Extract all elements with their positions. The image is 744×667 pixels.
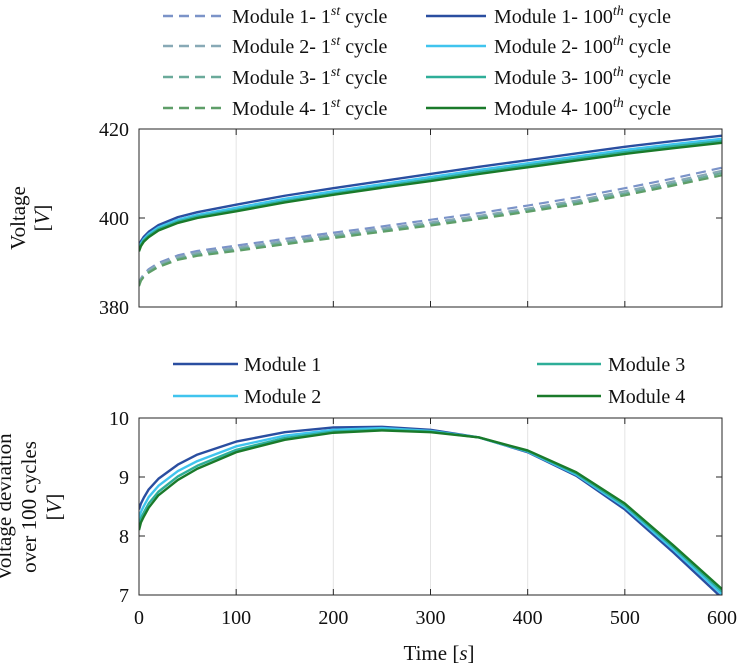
legend-label: Module 2- 100th cycle [494,34,671,58]
legend-label: Module 3- 100th cycle [494,65,671,89]
y-tick-label: 10 [109,408,129,430]
legend-label: Module 3- 1st cycle [232,65,388,89]
legend-label: Module 4- 100th cycle [494,96,671,120]
series-line-module-2-100th-cycle [139,137,722,250]
legend-label: Module 1 [244,354,321,376]
legend-label: Module 1- 100th cycle [494,4,671,28]
plot-top: 380 400 420 Voltage[V] [6,119,723,319]
legend-entry: Module 3 [537,354,685,376]
legend-label: Module 4 [608,386,685,408]
legend-entry: Module 2- 1st cycle [163,34,388,58]
legend-label: Module 2- 1st cycle [232,34,388,58]
x-tick-label: 200 [318,607,348,629]
x-tick-label: 500 [610,607,640,629]
y-tick-label: 420 [99,119,129,141]
x-tick-label: 100 [221,607,251,629]
legend-entry: Module 4 [537,386,685,408]
x-tick-label: 0 [134,607,144,629]
y-tick-label: 380 [99,297,129,319]
y-tick-label: 8 [119,526,129,548]
legend-entry: Module 1 [173,354,321,376]
x-axis-title: Time [s] [403,641,474,665]
x-tick-label: 400 [513,607,543,629]
series-line-module-4 [139,429,722,590]
series-line-module-4-1st-cycle [139,174,722,287]
series-line-module-1-100th-cycle [139,134,722,248]
legend-entry: Module 3- 1st cycle [163,65,388,89]
x-tick-label: 600 [707,607,737,629]
y-tick-label: 400 [99,208,129,230]
series-line-module-4-100th-cycle [139,141,722,252]
plot-bottom: 0 100 200 300 400 500 600 7 8 9 10 Voltage deviatio… [0,408,737,629]
legend-entry: Module 2 [173,386,321,408]
y-tick-label: 7 [119,585,129,607]
legend-entry: Module 3- 100th cycle [426,65,671,89]
legend-label: Module 2 [244,386,321,408]
x-tick-label: 300 [416,607,446,629]
y-tick-label: 9 [119,467,129,489]
legend-bottom: Module 1 Module 2 Module 3 Module 4 [173,354,685,408]
legend-entry: Module 2- 100th cycle [426,34,671,58]
legend-entry: Module 1- 100th cycle [426,4,671,28]
legend-top: Module 1- 1st cycle Module 2- 1st cycle Mo… [163,4,671,120]
legend-label: Module 4- 1st cycle [232,96,388,120]
y-axis-title-bottom: Voltage deviationover 100 cycles[V] [0,433,66,581]
legend-entry: Module 1- 1st cycle [163,4,388,28]
y-axis-title-top: Voltage[V] [6,186,54,250]
legend-entry: Module 4- 1st cycle [163,96,388,120]
legend-entry: Module 4- 100th cycle [426,96,671,120]
legend-label: Module 3 [608,354,685,376]
legend-label: Module 1- 1st cycle [232,4,388,28]
